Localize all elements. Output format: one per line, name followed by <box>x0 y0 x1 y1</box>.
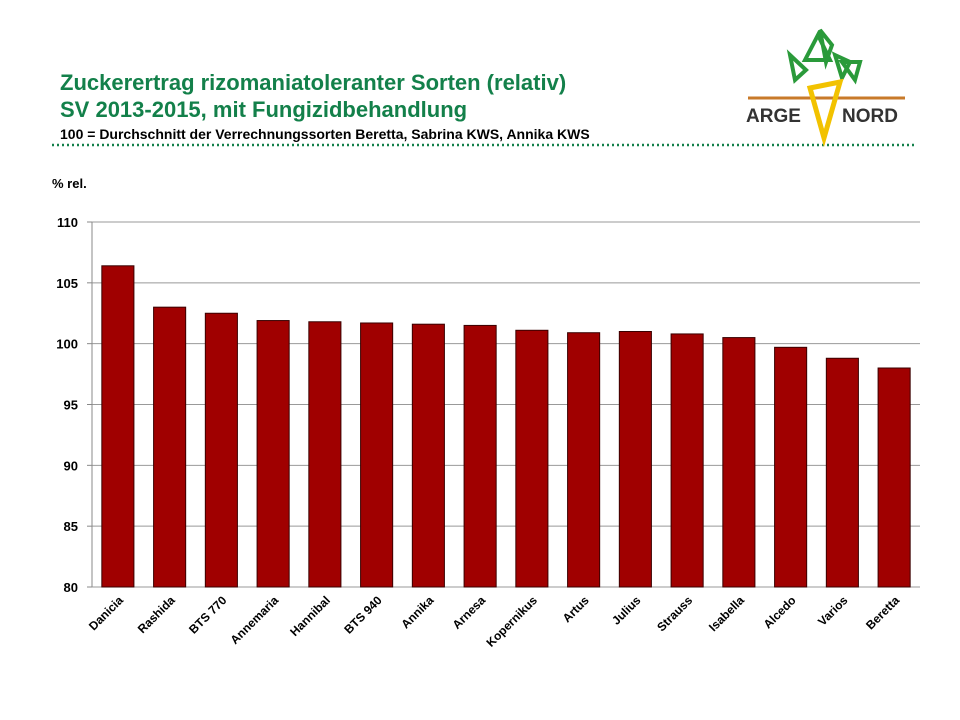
x-tick-label: Danicia <box>86 593 126 633</box>
bar <box>825 357 859 588</box>
y-tick-label: 95 <box>64 398 78 413</box>
x-tick-label: Annika <box>398 593 436 631</box>
bar <box>515 329 549 588</box>
bar <box>774 346 808 588</box>
x-tick-label: Alcedo <box>761 593 799 631</box>
chart-note: 100 = Durchschnitt der Verrechnungssorte… <box>60 126 590 142</box>
bar <box>256 320 290 588</box>
logo-beet <box>806 78 844 148</box>
bar <box>670 333 704 588</box>
bar <box>877 367 911 588</box>
bar <box>567 332 601 588</box>
bar <box>463 324 497 588</box>
x-tick-label: Arnesa <box>450 593 489 632</box>
logo: ARGE NORD <box>746 28 905 148</box>
bar <box>101 265 135 588</box>
x-tick-label: Varios <box>815 593 851 629</box>
bar <box>153 306 187 588</box>
x-tick-label: BTS 770 <box>186 593 230 637</box>
chart-subtitle: SV 2013-2015, mit Fungizidbehandlung <box>60 97 467 122</box>
y-tick-label: 85 <box>64 519 78 534</box>
y-tick-label: 80 <box>64 580 78 595</box>
x-tick-label: Annemaria <box>227 593 281 647</box>
x-tick-label: BTS 940 <box>341 593 385 637</box>
x-tick-label: Artus <box>560 593 592 625</box>
bar <box>360 322 394 588</box>
x-tick-label: Strauss <box>654 593 695 634</box>
chart-title: Zuckerertrag rizomaniatoleranter Sorten … <box>60 70 566 95</box>
y-tick-label: 110 <box>57 215 78 230</box>
logo-text: NORD <box>842 106 898 127</box>
logo-leaves <box>786 28 863 85</box>
x-tick-label: Julius <box>609 593 644 628</box>
bar <box>308 321 342 588</box>
y-tick-label: 100 <box>56 337 78 352</box>
x-tick-label: Isabella <box>706 593 747 634</box>
bar <box>204 312 238 588</box>
bar <box>411 323 445 588</box>
y-tick-label: 90 <box>64 458 78 473</box>
logo-text: ARGE <box>746 106 801 127</box>
x-tick-label: Rashida <box>135 593 178 636</box>
bar <box>618 331 652 588</box>
x-tick-label: Kopernikus <box>483 593 540 650</box>
x-tick-label: Beretta <box>863 593 902 632</box>
x-tick-label: Hannibal <box>287 593 333 639</box>
y-tick-label: 105 <box>56 276 78 291</box>
y-axis-label: % rel. <box>52 176 87 191</box>
bar <box>722 337 756 588</box>
